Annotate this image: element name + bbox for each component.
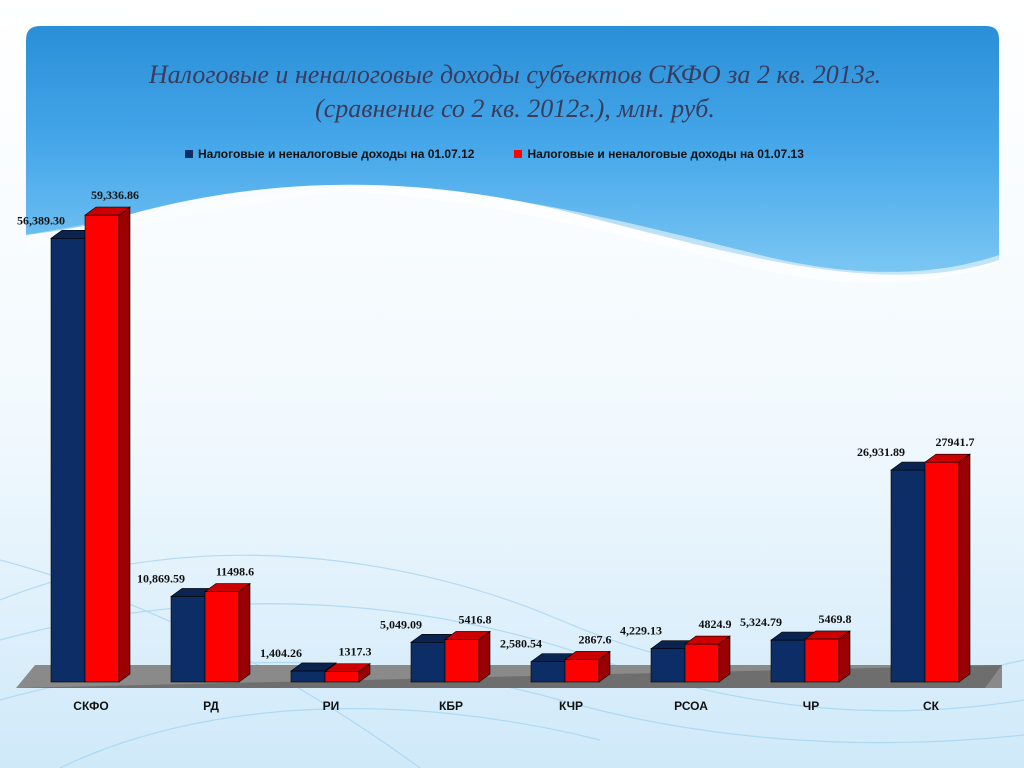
value-label-СКФО-2013: 59,336.86: [91, 188, 139, 202]
bar-РД-2013: [204, 582, 251, 683]
value-label-СК-2012: 26,931.89: [857, 445, 905, 459]
legend-item-2013: Налоговые и неналоговые доходы на 01.07.…: [514, 147, 804, 161]
category-label-РСОА: РСОА: [674, 699, 708, 713]
bar-front: [410, 641, 446, 683]
chart-title-line-2: (сравнение со 2 кв. 2012г.), млн. руб.: [315, 94, 715, 123]
bar-front: [890, 469, 926, 683]
value-label-СКФО-2012: 56,389.30: [17, 213, 65, 227]
value-label-КЧР-2013: 2867.6: [579, 632, 612, 646]
bar-side: [358, 663, 371, 683]
chart-bars: [50, 206, 971, 683]
bar-front: [84, 214, 120, 683]
value-label-КБР-2012: 5,049.09: [380, 617, 422, 631]
bar-КЧР-2013: [564, 650, 611, 683]
value-label-РД-2012: 10,869.59: [137, 571, 185, 585]
bar-side: [478, 630, 491, 683]
chart-legend: Налоговые и неналоговые доходы на 01.07.…: [185, 147, 804, 161]
category-label-КЧР: КЧР: [559, 699, 583, 713]
bar-front: [650, 648, 686, 683]
legend-swatch-2012: [185, 150, 193, 158]
bar-side: [118, 206, 131, 683]
value-label-КЧР-2012: 2,580.54: [500, 637, 542, 651]
bar-front: [170, 596, 206, 683]
bar-front: [530, 661, 566, 683]
chart-title-line-1: Налоговые и неналоговые доходы субъектов…: [148, 60, 882, 89]
chart-title: Налоговые и неналоговые доходы субъектов…: [60, 58, 970, 126]
bar-РСОА-2013: [684, 635, 731, 683]
bar-front: [684, 643, 720, 683]
value-label-РИ-2013: 1317.3: [339, 645, 372, 659]
value-label-РСОА-2013: 4824.9: [699, 617, 732, 631]
value-label-КБР-2013: 5416.8: [459, 612, 492, 626]
bar-side: [598, 650, 611, 683]
bar-side: [958, 453, 971, 683]
bar-front: [564, 659, 600, 683]
bar-side: [838, 630, 851, 683]
category-labels: СКФО РД РИ КБР КЧР РСОА ЧР СК: [73, 699, 939, 713]
value-label-РД-2013: 11498.6: [216, 565, 254, 579]
value-label-РСОА-2012: 4,229.13: [620, 624, 662, 638]
data-labels: 56,389.30 59,336.86 10,869.59 11498.6 1,404.…: [17, 188, 975, 660]
bar-front: [290, 670, 326, 683]
bar-front: [804, 638, 840, 683]
bar-СК-2013: [924, 453, 971, 683]
legend-label-2013: Налоговые и неналоговые доходы на 01.07.…: [527, 147, 804, 161]
bar-СКФО-2013: [84, 206, 131, 683]
floor-edge: [16, 665, 1002, 688]
value-label-ЧР-2013: 5469.8: [819, 612, 852, 626]
bar-front: [444, 639, 480, 683]
category-label-ЧР: ЧР: [803, 699, 819, 713]
legend-swatch-2013: [514, 150, 523, 158]
category-label-РИ: РИ: [323, 699, 340, 713]
bar-front: [204, 591, 240, 683]
bar-front: [324, 671, 360, 683]
value-label-ЧР-2012: 5,324.79: [740, 615, 782, 629]
bar-front: [50, 238, 86, 683]
chart-floor: [16, 665, 1002, 688]
category-label-СКФО: СКФО: [73, 699, 108, 713]
legend-label-2012: Налоговые и неналоговые доходы на 01.07.…: [198, 147, 475, 161]
bar-side: [718, 635, 731, 683]
category-label-РД: РД: [203, 699, 219, 713]
category-label-СК: СК: [923, 699, 940, 713]
bar-РИ-2013: [324, 663, 371, 683]
legend-item-2012: Налоговые и неналоговые доходы на 01.07.…: [185, 147, 474, 161]
category-label-КБР: КБР: [439, 699, 463, 713]
value-label-СК-2013: 27941.7: [936, 435, 975, 449]
bar-side: [238, 582, 251, 683]
bar-КБР-2013: [444, 630, 491, 683]
bar-ЧР-2013: [804, 630, 851, 683]
value-label-РИ-2012: 1,404.26: [260, 646, 302, 660]
bar-front: [770, 639, 806, 683]
bar-front: [924, 461, 960, 683]
